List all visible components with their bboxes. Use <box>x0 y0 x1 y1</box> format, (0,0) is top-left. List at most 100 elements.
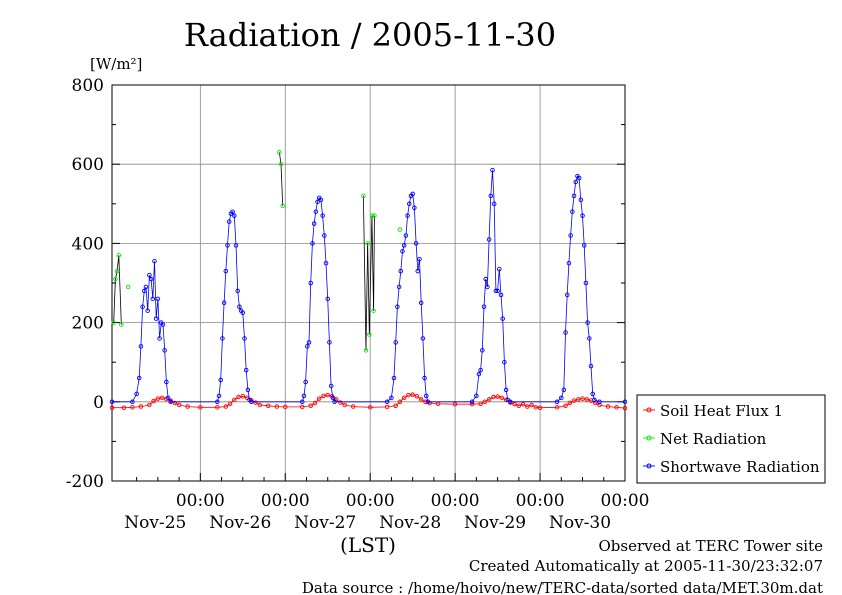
data-point <box>308 280 313 286</box>
data-point <box>114 268 120 274</box>
y-tick-label: -200 <box>66 472 104 492</box>
data-point <box>185 404 190 409</box>
footer-site: Observed at TERC Tower site <box>598 537 823 555</box>
data-point <box>584 397 590 402</box>
y-axis-unit: [W/m²] <box>90 55 142 73</box>
data-point <box>508 399 513 405</box>
data-point <box>497 266 502 272</box>
x-axis: 00:00Nov-2500:00Nov-2600:00Nov-2700:00No… <box>124 473 650 533</box>
data-point <box>109 399 115 405</box>
data-point <box>410 392 415 397</box>
legend-box <box>636 394 826 484</box>
data-point <box>342 402 347 408</box>
data-point <box>300 399 305 405</box>
data-point <box>573 179 578 185</box>
data-point <box>417 256 422 262</box>
data-point <box>125 284 131 290</box>
data-point <box>418 300 424 306</box>
data-point <box>232 213 237 218</box>
data-point <box>165 395 171 401</box>
data-point <box>491 394 496 400</box>
data-point <box>422 375 427 381</box>
y-tick-label: 0 <box>93 393 104 413</box>
data-point <box>365 241 370 246</box>
data-point <box>400 249 405 254</box>
data-point <box>406 392 411 398</box>
data-point <box>372 213 377 218</box>
data-point <box>277 150 282 155</box>
data-point <box>325 392 330 398</box>
data-point <box>150 296 156 302</box>
data-point <box>361 193 366 199</box>
data-point <box>474 393 479 399</box>
data-point <box>452 401 458 407</box>
y-tick-label: 800 <box>72 76 104 96</box>
y-axis: 800 600 400 200 0 -200 <box>66 76 625 492</box>
data-point <box>152 258 157 264</box>
data-point <box>242 336 247 341</box>
data-point <box>571 398 577 403</box>
data-point <box>495 288 500 294</box>
data-point <box>397 399 403 405</box>
data-point <box>159 395 165 401</box>
series-net-radiation <box>111 150 403 353</box>
series-segment <box>365 243 369 351</box>
data-point <box>305 344 310 349</box>
data-point <box>499 395 505 401</box>
x-axis-label: (LST) <box>340 533 396 557</box>
data-point <box>395 304 400 310</box>
data-point <box>176 402 182 408</box>
data-point <box>311 221 317 226</box>
data-point <box>147 272 152 278</box>
data-point <box>469 399 475 405</box>
data-point <box>236 394 241 400</box>
data-point <box>274 404 280 409</box>
data-point <box>143 284 149 290</box>
data-point <box>554 405 560 410</box>
legend-label: Net Radiation <box>660 430 767 448</box>
data-point <box>235 288 240 294</box>
data-point <box>414 394 420 399</box>
data-point <box>486 397 492 402</box>
data-point <box>469 401 475 407</box>
data-point <box>325 296 330 302</box>
data-point <box>520 401 526 407</box>
data-point <box>478 401 483 407</box>
data-point <box>249 399 254 405</box>
data-point <box>480 348 485 353</box>
data-point <box>134 391 139 397</box>
data-point <box>622 405 628 411</box>
footer-source: Data source : /home/hoivo/new/TERC-data/… <box>302 579 823 595</box>
x-tick-time-label: 00:00 <box>346 491 395 511</box>
x-tick-time-label: 00:00 <box>601 491 650 511</box>
x-tick-time-label: 00:00 <box>176 491 225 511</box>
data-point <box>597 399 602 405</box>
data-point <box>225 243 230 248</box>
data-point <box>581 243 587 248</box>
data-point <box>130 399 135 405</box>
data-point <box>482 399 488 405</box>
y-tick-label: 200 <box>72 314 104 334</box>
series-shortwave-radiation <box>109 167 628 405</box>
x-tick-time-label: 00:00 <box>516 491 565 511</box>
data-point <box>312 400 318 406</box>
data-point <box>481 304 487 310</box>
data-point <box>502 359 507 365</box>
data-point <box>537 405 543 410</box>
legend-marker <box>646 407 652 413</box>
data-point <box>503 387 509 393</box>
data-point <box>138 344 144 349</box>
data-point <box>253 400 258 405</box>
data-point <box>614 405 619 410</box>
data-point <box>151 398 156 404</box>
data-point <box>488 193 494 199</box>
data-point <box>157 336 162 341</box>
x-tick-date-label: Nov-28 <box>379 513 441 533</box>
data-point <box>570 209 575 214</box>
data-point <box>512 401 517 407</box>
data-point <box>223 404 229 409</box>
data-point <box>578 197 584 203</box>
data-point <box>310 241 315 246</box>
data-point <box>367 332 372 337</box>
